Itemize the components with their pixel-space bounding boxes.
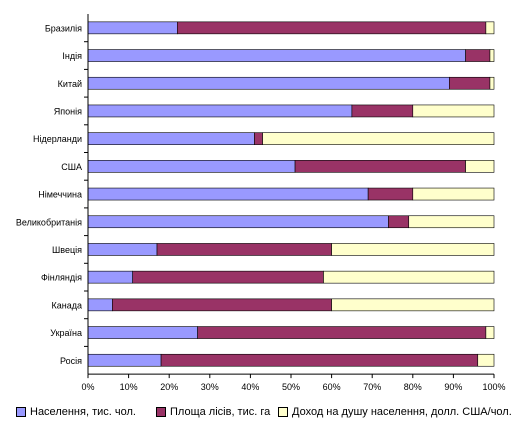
category-label-india: Індія <box>62 51 82 61</box>
bar-germany-income-per-capita <box>412 187 495 201</box>
legend-swatch-forest-area <box>156 407 166 417</box>
bars <box>87 21 495 367</box>
bar-finland-forest-area <box>132 270 324 284</box>
x-tick-label: 30% <box>201 382 219 392</box>
category-label-usa: США <box>61 162 82 172</box>
legend-swatch-income-per-capita <box>278 407 288 417</box>
legend-label-population: Населення, тис. чол. <box>30 406 136 418</box>
bar-russia-income-per-capita <box>477 353 495 367</box>
bar-germany-population <box>87 187 369 201</box>
legend-swatch-population <box>16 407 26 417</box>
bar-uk-population <box>87 215 389 229</box>
category-label-brazil: Бразилія <box>45 23 82 33</box>
bar-india-income-per-capita <box>489 49 495 62</box>
bar-brazil-population <box>87 21 178 35</box>
x-axis: 0% 10% 20% 30% 40% 50% 60% 70% 80% 90% 100% <box>81 41 506 392</box>
bar-china-population <box>87 76 450 90</box>
x-tick-label: 10% <box>120 382 138 392</box>
bar-netherlands-population <box>87 132 255 145</box>
legend-item-forest-area: Площа лісів, тис. га <box>156 403 270 421</box>
bar-usa-population <box>87 160 296 173</box>
x-tick-label: 50% <box>282 382 300 392</box>
legend-item-income-per-capita: Доход на душу населення, долл. США/чол. <box>278 403 512 421</box>
bar-ukraine-income-per-capita <box>485 326 495 339</box>
bar-ukraine-population <box>87 326 198 339</box>
bar-sweden-forest-area <box>156 243 332 256</box>
bar-russia-population <box>87 353 162 367</box>
x-tick-label: 80% <box>404 382 422 392</box>
bar-uk-forest-area <box>388 215 410 229</box>
bar-finland-income-per-capita <box>323 270 495 284</box>
bar-japan-income-per-capita <box>412 104 495 118</box>
bar-netherlands-income-per-capita <box>262 132 495 145</box>
x-tick-label: 0% <box>81 382 94 392</box>
bar-finland-population <box>87 270 133 284</box>
category-label-russia: Росія <box>60 356 82 366</box>
bar-ukraine-forest-area <box>197 326 487 339</box>
bar-canada-forest-area <box>112 298 332 312</box>
legend-label-income-per-capita: Доход на душу населення, долл. США/чол. <box>292 406 512 418</box>
category-label-finland: Фінляндія <box>41 273 82 283</box>
bar-canada-income-per-capita <box>331 298 495 312</box>
category-label-netherlands: Нідерланди <box>33 134 82 144</box>
legend-item-population: Населення, тис. чол. <box>16 403 136 421</box>
bar-usa-forest-area <box>294 160 466 173</box>
bar-netherlands-forest-area <box>254 132 263 145</box>
bar-japan-population <box>87 104 353 118</box>
x-tick-label: 60% <box>323 382 341 392</box>
bar-sweden-income-per-capita <box>331 243 495 256</box>
bar-uk-income-per-capita <box>408 215 495 229</box>
category-label-uk: Великобританія <box>16 217 82 227</box>
x-tick-label: 90% <box>444 382 462 392</box>
category-label-germany: Німеччина <box>38 190 82 200</box>
category-label-china: Китай <box>58 79 82 89</box>
bar-canada-population <box>87 298 113 312</box>
legend: Населення, тис. чол. Площа лісів, тис. г… <box>16 403 530 421</box>
bar-usa-income-per-capita <box>465 160 495 173</box>
bar-japan-forest-area <box>351 104 414 118</box>
category-label-japan: Японія <box>54 106 82 116</box>
x-tick-label: 100% <box>482 382 505 392</box>
x-tick-label: 20% <box>160 382 178 392</box>
bar-brazil-income-per-capita <box>485 21 495 35</box>
category-label-canada: Канада <box>52 300 82 310</box>
x-tick-label: 70% <box>363 382 381 392</box>
bar-russia-forest-area <box>160 353 479 367</box>
bar-india-population <box>87 49 466 62</box>
bar-china-income-per-capita <box>489 76 495 90</box>
category-labels: Бразилія Індія Китай Японія Нідерланди США Нім… <box>16 23 82 365</box>
category-label-ukraine: Україна <box>50 328 82 338</box>
bar-china-forest-area <box>449 76 491 90</box>
bar-sweden-population <box>87 243 158 256</box>
bar-brazil-forest-area <box>177 21 487 35</box>
bar-germany-forest-area <box>367 187 414 201</box>
legend-label-forest-area: Площа лісів, тис. га <box>170 406 271 418</box>
bar-india-forest-area <box>465 49 491 62</box>
category-label-sweden: Швеція <box>52 245 82 255</box>
x-tick-label: 40% <box>241 382 259 392</box>
